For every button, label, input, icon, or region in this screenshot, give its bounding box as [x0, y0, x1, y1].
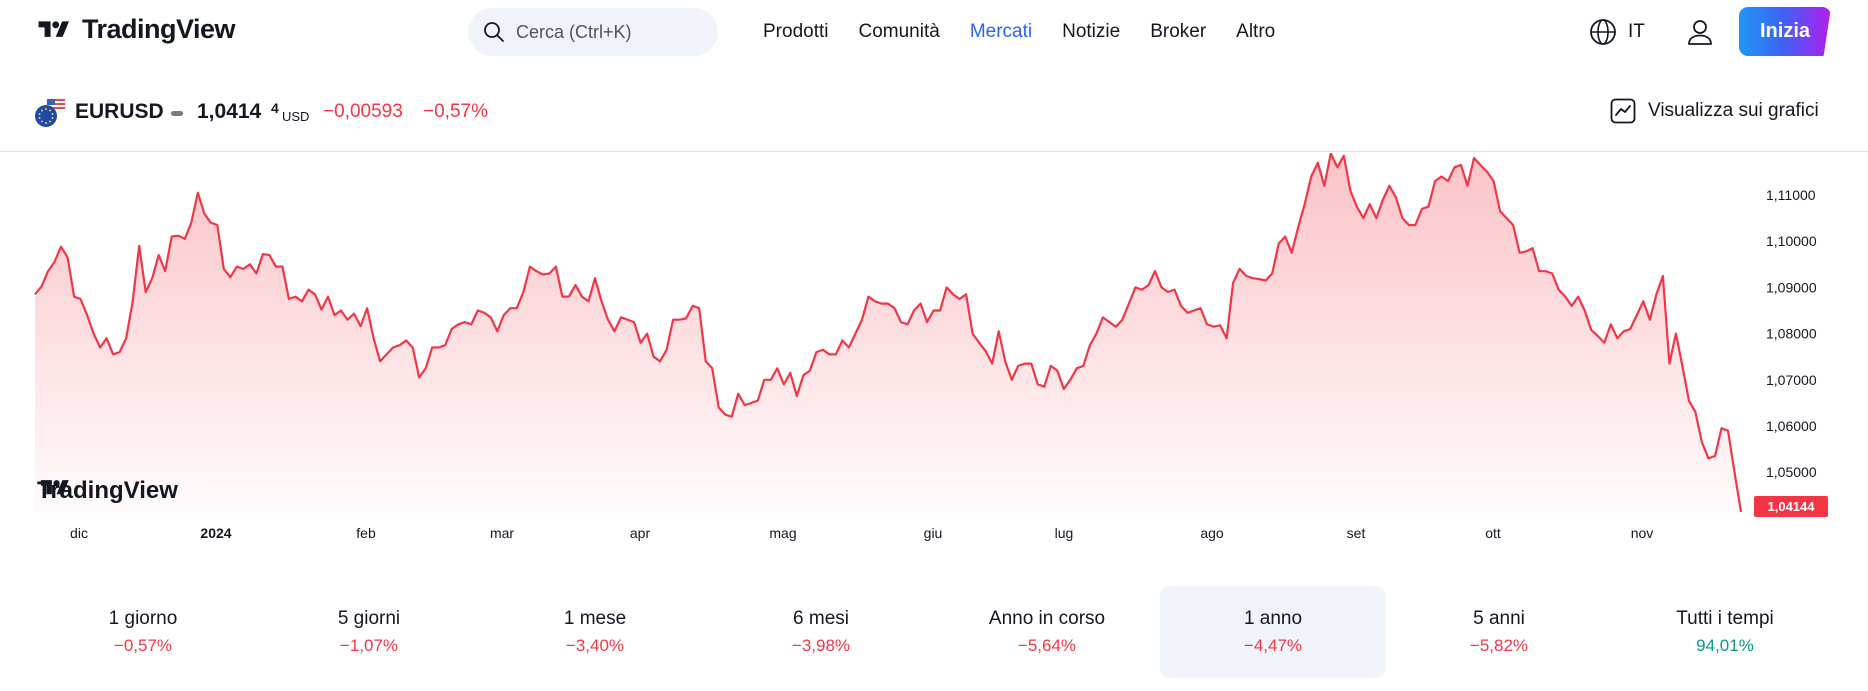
y-tick-label: 1,09000: [1766, 279, 1817, 295]
period-label: Anno in corso: [988, 608, 1106, 629]
nav-item-altro[interactable]: Altro: [1236, 21, 1276, 42]
period-change: −3,40%: [565, 636, 625, 655]
y-tick-label: 1,06000: [1766, 418, 1817, 434]
view-on-charts-button[interactable]: Visualizza sui grafici: [1610, 98, 1819, 124]
period-label: 6 mesi: [793, 608, 849, 629]
tradingview-logo[interactable]: TradingView: [34, 14, 236, 45]
chart-watermark: TradingView: [37, 477, 178, 505]
x-tick-label: nov: [1631, 525, 1654, 541]
nav-item-mercati[interactable]: Mercati: [969, 21, 1033, 42]
period-change: −3,98%: [791, 636, 851, 655]
period-tab[interactable]: 5 giorni −1,07%: [256, 586, 482, 678]
nav-item-notizie[interactable]: Notizie: [1062, 21, 1121, 42]
search-input[interactable]: [516, 21, 696, 43]
x-tick-label: dic: [70, 525, 88, 541]
period-tab[interactable]: 1 anno −4,47%: [1160, 586, 1386, 678]
nav-item-prodotti[interactable]: Prodotti: [763, 21, 829, 42]
period-label: 5 giorni: [337, 608, 401, 629]
y-tick-label: 1,08000: [1766, 326, 1817, 342]
x-tick-label: feb: [356, 525, 376, 541]
period-change: −1,07%: [339, 636, 399, 655]
price-chart-svg: 1,11000 1,10000 1,09000 1,08000 1,07000 1,060…: [34, 153, 1817, 541]
y-tick-label: 1,11000: [1766, 187, 1816, 203]
search-box[interactable]: [468, 8, 718, 56]
chart-icon: [1610, 98, 1636, 124]
y-tick-label: 1,10000: [1766, 233, 1817, 249]
brand-name: TradingView: [82, 14, 236, 44]
period-label: 5 anni: [1473, 608, 1525, 629]
period-tab[interactable]: 6 mesi −3,98%: [708, 586, 934, 678]
x-tick-label: ott: [1485, 525, 1501, 541]
symbol-price: 1,0414: [197, 100, 262, 123]
tradingview-watermark-icon: [40, 480, 69, 495]
period-change: −0,57%: [113, 636, 173, 655]
nav-item-broker[interactable]: Broker: [1150, 21, 1207, 42]
x-tick-label: 2024: [200, 525, 231, 541]
x-tick-label: mar: [490, 525, 514, 541]
top-header: TradingView Prodotti Comunità Mercati No…: [0, 0, 1868, 64]
period-change: −4,47%: [1243, 636, 1303, 655]
symbol-change: −0,00593: [323, 101, 403, 122]
period-change: −5,82%: [1469, 636, 1529, 655]
period-change: 94,01%: [1696, 636, 1754, 655]
view-on-charts-label: Visualizza sui grafici: [1648, 100, 1819, 121]
symbol-change-percent: −0,57%: [423, 101, 488, 122]
period-change: −5,64%: [1017, 636, 1077, 655]
nav-item-comunita[interactable]: Comunità: [858, 21, 940, 42]
symbol-currency: USD: [282, 109, 310, 124]
x-axis: dic 2024 feb mar apr mag giu lug ago set ott nov: [70, 525, 1653, 541]
price-area-fill: [35, 153, 1741, 513]
language-selector[interactable]: IT: [1588, 16, 1645, 48]
tradingview-logo-icon: [38, 20, 69, 37]
y-tick-label: 1,05000: [1766, 464, 1817, 480]
symbol-price-last-digit: 4: [271, 100, 279, 116]
eur-usd-flags-icon: [35, 98, 66, 127]
x-tick-label: mag: [769, 525, 796, 541]
price-line: [34, 153, 1743, 513]
period-tab[interactable]: Anno in corso −5,64%: [934, 586, 1160, 678]
x-tick-label: lug: [1055, 525, 1074, 541]
search-icon: [484, 22, 504, 42]
price-chart[interactable]: 1,11000 1,10000 1,09000 1,08000 1,07000 1,060…: [0, 153, 1868, 548]
get-started-button[interactable]: Inizia: [1739, 7, 1831, 56]
globe-icon: [1590, 19, 1616, 45]
period-label: 1 mese: [563, 608, 627, 629]
symbol-name: EURUSD: [75, 100, 164, 123]
x-tick-label: giu: [924, 525, 943, 541]
last-price-label: 1,04144: [1754, 496, 1828, 517]
y-axis: 1,11000 1,10000 1,09000 1,08000 1,07000 1,060…: [1766, 187, 1817, 480]
main-nav: Prodotti Comunità Mercati Notizie Broker…: [748, 0, 1290, 64]
period-selector: 1 giorno −0,57% 5 giorni −1,07% 1 mese −3,40%…: [30, 586, 1838, 678]
language-label: IT: [1628, 21, 1645, 42]
user-icon: [1688, 20, 1712, 45]
period-label: 1 anno: [1243, 608, 1303, 629]
period-label: Tutti i tempi: [1676, 608, 1774, 629]
x-tick-label: set: [1347, 525, 1366, 541]
period-label: 1 giorno: [108, 608, 178, 629]
symbol-header: EURUSD 1,0414 4 USD −0,00593 −0,57% Visu…: [0, 78, 1868, 152]
period-tab[interactable]: 1 giorno −0,57%: [30, 586, 256, 678]
period-tab[interactable]: Tutti i tempi 94,01%: [1612, 586, 1838, 678]
x-tick-label: ago: [1200, 525, 1224, 541]
y-tick-label: 1,07000: [1766, 372, 1817, 388]
period-tab[interactable]: 5 anni −5,82%: [1386, 586, 1612, 678]
user-menu-button[interactable]: [1682, 14, 1718, 50]
x-tick-label: apr: [630, 525, 651, 541]
market-status-icon: [171, 111, 183, 116]
period-tab[interactable]: 1 mese −3,40%: [482, 586, 708, 678]
